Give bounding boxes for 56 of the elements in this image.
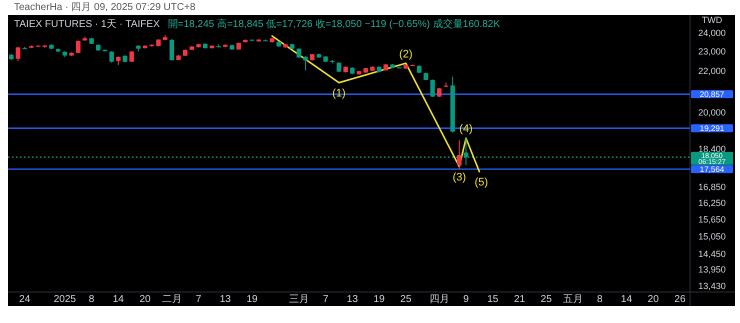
candlestick bbox=[16, 46, 20, 62]
ref-line-label: 20,857 bbox=[700, 90, 725, 100]
ref-line-label: 19,291 bbox=[700, 124, 725, 134]
chart-subtitle: 開=18,245 高=18,845 低=17,726 收=18,050 −119 (−0.65%) 成交量160.82K bbox=[168, 18, 500, 30]
y-tick-label: 23,000 bbox=[698, 46, 726, 57]
y-tick-label: 16,250 bbox=[698, 198, 726, 208]
candlestick bbox=[170, 38, 174, 62]
y-tick-label: 13,430 bbox=[698, 281, 726, 292]
x-tick-label: 25 bbox=[540, 294, 552, 305]
x-tick-label: 20 bbox=[648, 294, 660, 305]
x-tick-label: 25 bbox=[400, 294, 412, 305]
y-tick-label: 13,950 bbox=[698, 264, 726, 275]
x-tick-label: 三月 bbox=[288, 294, 309, 305]
x-tick-label: 19 bbox=[246, 294, 258, 305]
y-tick-label: 18,400 bbox=[698, 144, 726, 154]
line-series bbox=[271, 35, 480, 172]
x-tick-label: 21 bbox=[514, 294, 526, 305]
y-tick-label: 14,450 bbox=[698, 249, 726, 260]
x-tick-label: 14 bbox=[112, 294, 124, 305]
x-tick-label: 7 bbox=[322, 294, 329, 305]
y-tick-label: 22,000 bbox=[698, 66, 726, 76]
candlestick bbox=[76, 40, 80, 54]
annotation: (5) bbox=[474, 176, 488, 189]
candlestick bbox=[457, 140, 462, 170]
y-tick-label: 16,850 bbox=[698, 182, 726, 192]
candlestick bbox=[303, 56, 308, 71]
x-tick-label: 五月 bbox=[562, 294, 583, 305]
candlestick bbox=[109, 50, 114, 64]
y-tick-label: 15,650 bbox=[698, 214, 726, 224]
x-tick-label: 26 bbox=[674, 294, 686, 305]
x-tick-label: 24 bbox=[19, 294, 31, 305]
chart-title: TAIEX FUTURES · 1天 · TAIFEX bbox=[14, 19, 160, 30]
x-tick-label: 15 bbox=[487, 294, 499, 305]
text: TWD bbox=[702, 15, 723, 25]
y-tick-label: 15,050 bbox=[698, 231, 726, 242]
annotation: (3) bbox=[452, 172, 466, 184]
x-tick-label: 8 bbox=[596, 294, 603, 305]
x-tick-label: 7 bbox=[196, 294, 202, 305]
candlestick bbox=[430, 79, 435, 98]
annotation: (2) bbox=[399, 48, 413, 60]
x-tick-label: 二月 bbox=[162, 294, 182, 305]
y-tick-label: 24,000 bbox=[698, 28, 726, 38]
y-tick-label: 20,000 bbox=[698, 107, 726, 118]
x-tick-label: 13 bbox=[346, 294, 358, 305]
candlestick bbox=[129, 50, 134, 63]
x-tick-label: 8 bbox=[88, 294, 95, 305]
x-tick-label: 13 bbox=[220, 294, 232, 305]
x-tick-label: 14 bbox=[620, 294, 632, 305]
x-tick-label: 四月 bbox=[429, 294, 450, 305]
text: TeacherHa · 四月 09, 2025 07:29 UTC+8 bbox=[14, 2, 196, 13]
x-tick-label: 2025 bbox=[54, 294, 76, 305]
x-tick-label: 9 bbox=[463, 294, 470, 305]
ref-line-label: 17,564 bbox=[700, 165, 725, 174]
x-tick-label: 20 bbox=[140, 294, 152, 305]
candlestick bbox=[436, 87, 442, 98]
x-tick-label: 19 bbox=[374, 294, 386, 305]
